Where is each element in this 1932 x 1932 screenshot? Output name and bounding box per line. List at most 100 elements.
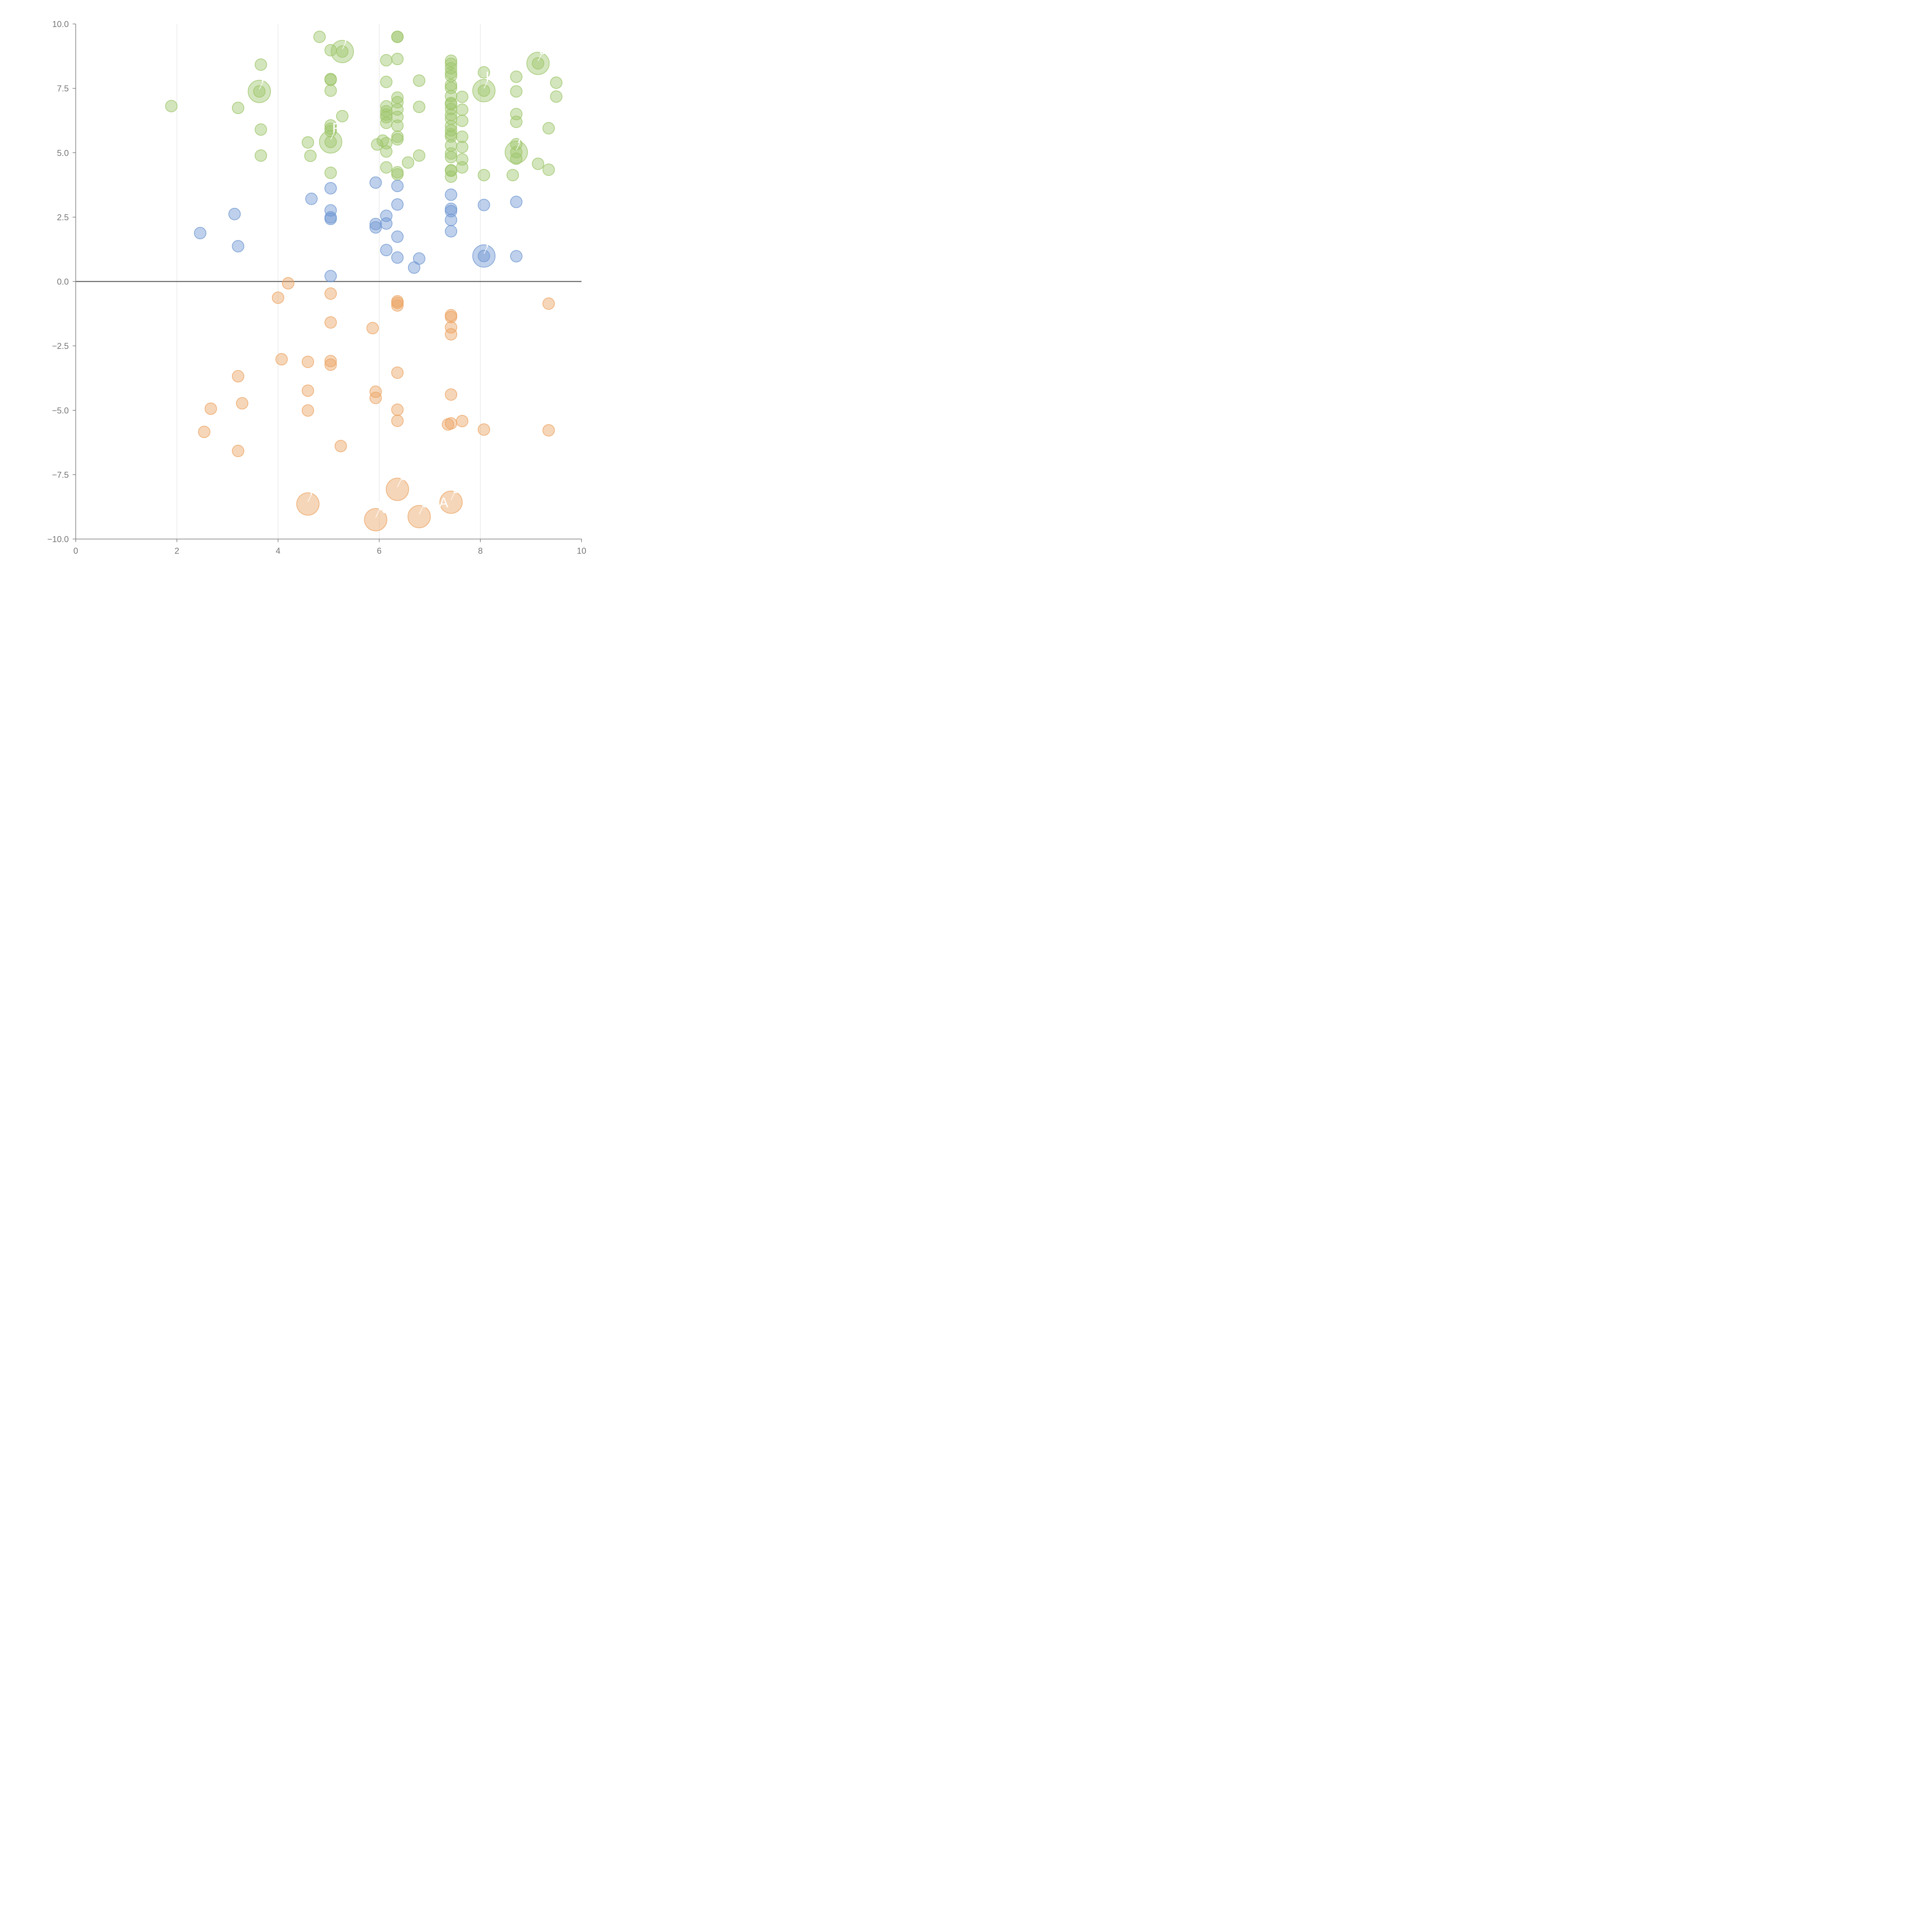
data-point — [371, 138, 384, 151]
labeled-data-point — [439, 490, 463, 514]
point-label: C — [399, 467, 409, 483]
data-point — [445, 54, 457, 67]
data-point — [510, 152, 523, 165]
point-label: OTA — [421, 495, 448, 510]
data-point — [445, 225, 457, 238]
y-tick-label: 2.5 — [57, 213, 69, 222]
data-point — [445, 109, 457, 121]
data-point — [456, 141, 469, 153]
data-point — [369, 218, 382, 230]
data-point — [324, 287, 337, 300]
data-point — [542, 163, 555, 176]
label-leader-line — [342, 41, 347, 49]
y-tick-label: −2.5 — [52, 341, 69, 351]
data-point — [445, 98, 457, 111]
data-point — [324, 355, 337, 367]
point-label: N — [310, 482, 320, 498]
data-point — [478, 423, 490, 436]
data-point — [445, 205, 457, 218]
point-label: M — [344, 29, 355, 45]
x-tick-label: 6 — [377, 546, 381, 556]
data-point — [550, 76, 563, 89]
labeled-data-point — [505, 140, 528, 164]
x-tick-label: 4 — [276, 546, 280, 556]
point-label: Q — [377, 498, 388, 514]
data-point — [445, 311, 457, 323]
label-leader-line — [483, 80, 488, 88]
data-point — [275, 353, 288, 366]
data-point — [456, 161, 469, 174]
point-labels-layer: C E N Q OTA JO M H A I F R — [259, 29, 557, 518]
data-point — [369, 221, 382, 234]
data-point — [304, 150, 317, 162]
data-point — [324, 73, 337, 86]
data-point — [198, 425, 211, 438]
data-point — [165, 100, 178, 112]
data-point — [391, 198, 404, 211]
y-tick-label: 10.0 — [52, 19, 69, 29]
label-leader-line — [308, 494, 312, 502]
data-point — [253, 85, 266, 98]
labeled-data-point — [472, 244, 496, 268]
x-tick-label: 8 — [478, 546, 483, 556]
data-point — [542, 122, 555, 134]
data-point — [324, 358, 337, 371]
data-point — [336, 110, 349, 122]
labeled-data-point — [386, 478, 409, 501]
data-point — [445, 188, 457, 201]
chart-container: 0 2 4 6 8 10 10.0 7.5 5.0 2.5 0.0 −2.5 −5.0 −7.5 −10.0… — [0, 0, 602, 602]
labeled-data-point — [407, 505, 431, 529]
data-point — [445, 417, 457, 430]
data-point — [391, 415, 404, 427]
data-point — [391, 251, 404, 264]
data-point — [236, 397, 248, 410]
data-point — [456, 130, 469, 143]
data-point — [324, 136, 337, 148]
data-point — [369, 391, 382, 404]
label-leader-line — [397, 479, 402, 487]
data-point — [391, 111, 404, 123]
data-point — [445, 328, 457, 341]
data-point — [272, 291, 284, 304]
data-point — [380, 217, 393, 230]
data-point — [510, 146, 523, 158]
point-label: R — [485, 234, 495, 250]
data-point — [478, 169, 490, 182]
data-point — [445, 214, 457, 226]
label-leader-line — [419, 506, 423, 515]
data-point — [380, 145, 393, 158]
data-point — [413, 74, 425, 87]
data-point — [313, 31, 326, 43]
data-point — [255, 123, 267, 136]
data-point — [380, 244, 393, 257]
data-point — [336, 45, 349, 58]
point-label: H — [261, 70, 271, 85]
data-point — [445, 321, 457, 334]
data-point — [204, 402, 217, 415]
data-point — [324, 270, 337, 282]
x-tick-label: 10 — [577, 546, 586, 556]
data-point — [324, 167, 337, 179]
labeled-data-point — [330, 40, 354, 63]
data-point — [324, 84, 337, 97]
data-point — [391, 96, 404, 109]
data-point — [413, 100, 425, 113]
data-point — [532, 157, 544, 170]
data-point — [391, 31, 404, 43]
point-label: I — [485, 69, 489, 85]
data-point — [324, 204, 337, 217]
data-point — [445, 66, 457, 79]
data-point — [510, 85, 523, 98]
data-point — [232, 102, 245, 114]
data-point — [445, 78, 457, 91]
label-leader-line — [516, 142, 520, 150]
data-point — [413, 149, 425, 162]
data-point — [445, 151, 457, 163]
data-point — [334, 440, 347, 452]
data-point — [301, 384, 314, 397]
data-point — [305, 192, 318, 205]
data-point — [391, 133, 404, 146]
data-point — [380, 161, 393, 174]
data-point — [366, 322, 379, 335]
points-layer — [165, 31, 563, 532]
